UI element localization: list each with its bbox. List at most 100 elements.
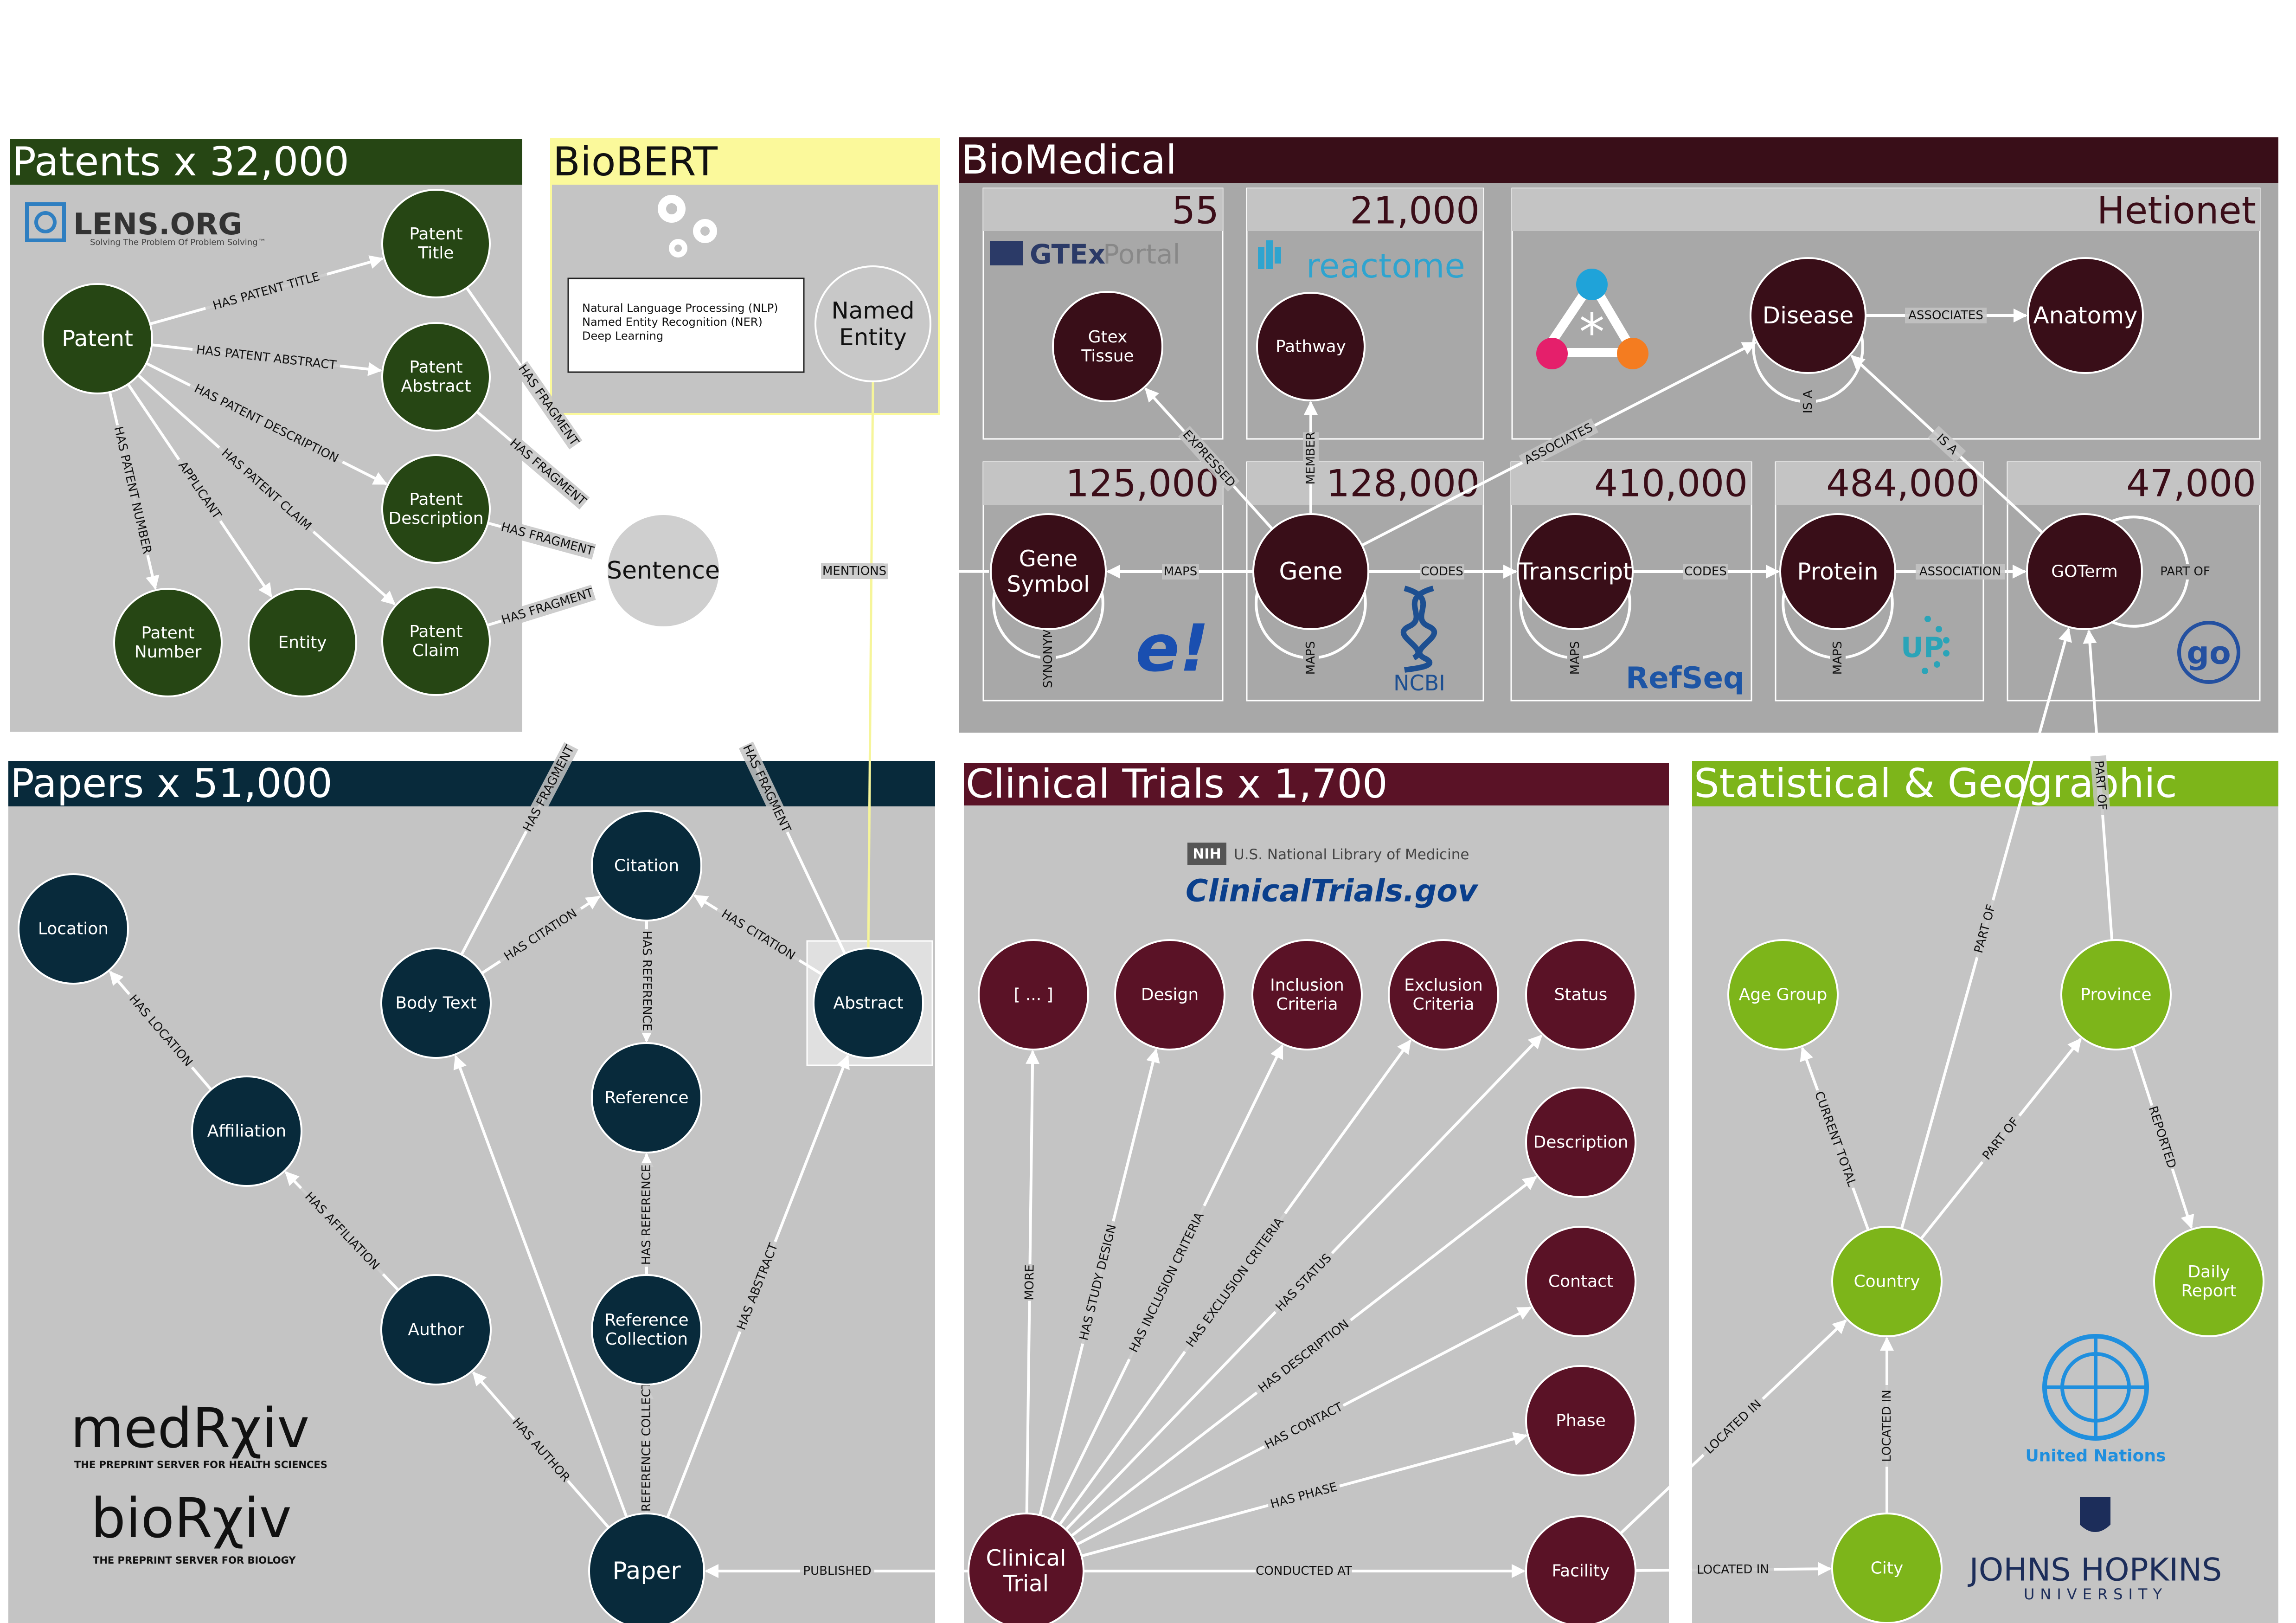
edge-label-text: HAS REFERENCE xyxy=(640,931,654,1031)
node-abstract[interactable]: Abstract xyxy=(813,947,924,1059)
edge-label-text: CODES xyxy=(1684,565,1727,579)
loop-label-text: MAPS xyxy=(1831,641,1845,675)
node-contact[interactable]: Contact xyxy=(1525,1226,1636,1337)
node-label: Tissue xyxy=(1081,347,1134,366)
refseq-logo: RefSeq xyxy=(1626,661,1744,696)
node-label: Number xyxy=(135,643,202,662)
reactome-logo: reactome xyxy=(1258,240,1465,285)
node-label: Status xyxy=(1554,985,1608,1005)
node-label: Design xyxy=(1141,985,1199,1005)
loop-label-gene: MAPS xyxy=(1303,639,1319,676)
papers-panel-title: Papers x 51,000 xyxy=(10,760,333,807)
uniprot-logo: UP xyxy=(1901,616,1950,674)
protein-count: 484,000 xyxy=(1826,462,1980,505)
node-sentence[interactable]: Sentence xyxy=(606,513,721,628)
node-affiliation[interactable]: Affiliation xyxy=(191,1076,302,1187)
node-disease[interactable]: Disease xyxy=(1750,257,1866,374)
biorxiv-tagline: THE PREPRINT SERVER FOR BIOLOGY xyxy=(93,1555,296,1566)
biobert-panel-title: BioBERT xyxy=(553,139,718,185)
stat-panel: Statistical & Geographic xyxy=(1692,760,2278,1623)
node-reference[interactable]: Reference xyxy=(591,1042,702,1153)
node-protein[interactable]: Protein xyxy=(1779,513,1896,630)
node-body-text[interactable]: Body Text xyxy=(380,947,492,1059)
node-city[interactable]: City xyxy=(1831,1513,1943,1623)
edge-label-text: MORE xyxy=(1023,1264,1037,1301)
node-status[interactable]: Status xyxy=(1525,939,1636,1050)
edge-label-text: LOCATED IN xyxy=(1697,1562,1769,1577)
node-label: Gene xyxy=(1279,558,1342,586)
node-ct-more[interactable]: [ ... ] xyxy=(978,939,1089,1050)
node-label: Location xyxy=(38,920,109,939)
link-named_entity-abstract xyxy=(867,381,874,949)
node-entity[interactable]: Entity xyxy=(248,588,357,697)
clinicaltrials-wordmark: ClinicalTrials.gov xyxy=(1186,873,1479,909)
node-label: Protein xyxy=(1797,558,1878,585)
edge-label-text: MEMBER xyxy=(1304,432,1318,485)
biobert-panel: BioBERT Natural Language Processing (NLP… xyxy=(550,138,940,415)
gtex-wordmark: GTEx xyxy=(1030,238,1105,270)
node-anatomy[interactable]: Anatomy xyxy=(2027,257,2144,374)
node-paper[interactable]: Paper xyxy=(588,1513,705,1623)
node-goterm[interactable]: GOTerm xyxy=(2026,513,2143,630)
node-location[interactable]: Location xyxy=(18,873,129,985)
patents-panel-title: Patents x 32,000 xyxy=(12,139,349,185)
node-label: Entity xyxy=(278,633,327,652)
node-description[interactable]: Description xyxy=(1525,1087,1636,1198)
node-label: Affiliation xyxy=(207,1122,286,1141)
edge-label-text: ASSOCIATION xyxy=(1919,565,2001,579)
biobert-line-nlp: Natural Language Processing (NLP) xyxy=(582,302,778,315)
node-label: Report xyxy=(2181,1282,2236,1301)
node-label: [ ... ] xyxy=(1013,985,1053,1005)
node-label: Reference xyxy=(604,1088,688,1108)
ensembl-logo: e! xyxy=(1135,611,1209,687)
biobert-line-dl: Deep Learning xyxy=(582,329,663,342)
edge-label-reference_collection-reference: HAS REFERENCE xyxy=(639,1163,654,1267)
node-gene[interactable]: Gene xyxy=(1252,513,1369,630)
edge-label-disease-anatomy: ASSOCIATES xyxy=(1905,308,1987,323)
node-patent[interactable]: Patent xyxy=(42,283,153,394)
reactome-count: 21,000 xyxy=(1350,189,1480,232)
edge-label-text: CONDUCTED AT xyxy=(1256,1564,1352,1578)
node-label: Symbol xyxy=(1007,572,1090,598)
edge-label-facility-city: LOCATED IN xyxy=(1692,1561,1774,1578)
hetionet-logo: * xyxy=(1536,269,1648,369)
edge-label-paper-reference_collection: HAS REFERENCE COLLECTION xyxy=(639,1357,654,1543)
node-label: Disease xyxy=(1763,302,1854,329)
loop-label-goterm: PART OF xyxy=(2155,564,2215,580)
svg-text:*: * xyxy=(1579,303,1605,362)
node-province[interactable]: Province xyxy=(2060,939,2172,1050)
svg-text:go: go xyxy=(2187,635,2231,672)
node-pathway[interactable]: Pathway xyxy=(1256,292,1366,401)
node-country[interactable]: Country xyxy=(1831,1226,1943,1337)
transcript-count: 410,000 xyxy=(1594,462,1748,505)
node-label: Gene xyxy=(1019,546,1078,572)
node-design[interactable]: Design xyxy=(1114,939,1225,1050)
node-facility[interactable]: Facility xyxy=(1525,1515,1636,1623)
biomedical-panel: BioMedical 55 21,000 Hetionet 125,000 12… xyxy=(959,137,2278,733)
node-label: Description xyxy=(1533,1133,1628,1152)
node-label: Pathway xyxy=(1276,337,1346,356)
node-label: Trial xyxy=(1003,1571,1049,1597)
gears-icon xyxy=(658,195,717,258)
node-phase[interactable]: Phase xyxy=(1525,1365,1636,1476)
node-transcript[interactable]: Transcript xyxy=(1517,513,1634,630)
node-label: Author xyxy=(408,1320,464,1340)
node-citation[interactable]: Citation xyxy=(591,810,702,921)
node-clinical-trial[interactable]: ClinicalTrial xyxy=(968,1513,1084,1623)
edge-label-clinical_trial-ct_more: MORE xyxy=(1021,1263,1038,1301)
node-author[interactable]: Author xyxy=(380,1274,492,1385)
node-age-group[interactable]: Age Group xyxy=(1727,939,1839,1050)
node-label: Daily xyxy=(2187,1262,2230,1282)
